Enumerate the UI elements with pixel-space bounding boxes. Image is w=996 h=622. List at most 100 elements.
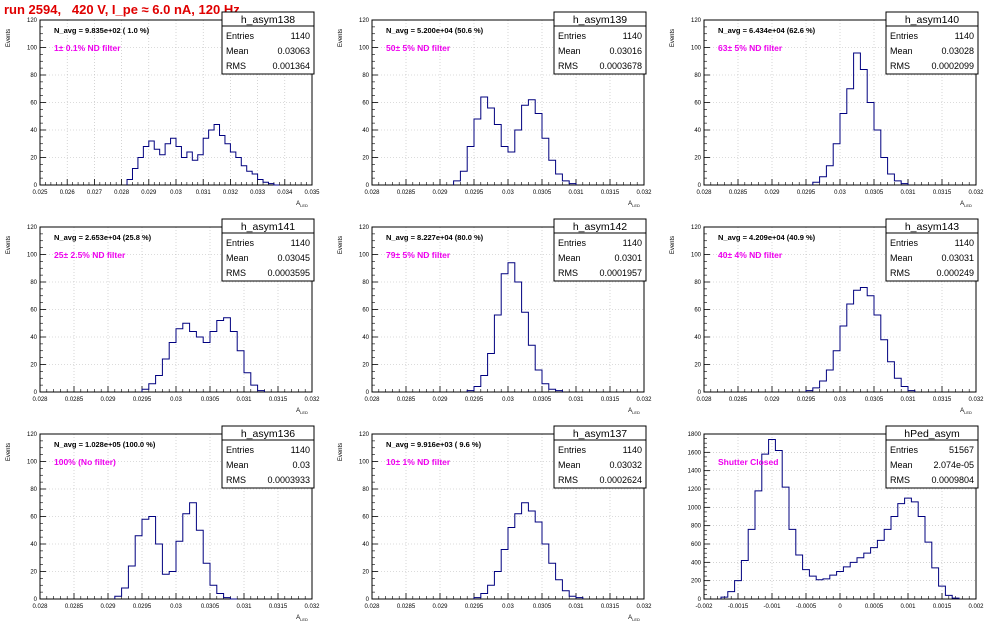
y-tick-label: 0 — [34, 183, 38, 189]
x-tick-label: 0.0295 — [797, 397, 816, 403]
histogram-bin — [251, 385, 258, 392]
x-tick-label: 0.032 — [304, 604, 320, 610]
histogram-svg: 0.028 0.0285 0.029 0.0295 0.03 0.0305 0.031 0.0… — [6, 218, 320, 415]
rms-value: 0.000249 — [936, 268, 974, 278]
histogram-bin — [169, 343, 176, 393]
x-axis-label-main: A — [296, 615, 300, 621]
y-tick-label: 20 — [694, 363, 701, 369]
y-tick-label: 120 — [27, 432, 38, 438]
histogram-bin — [190, 332, 197, 393]
stats-box-frame — [221, 425, 315, 489]
histogram-bin — [162, 574, 169, 599]
x-tick-label: 0.028 — [32, 604, 48, 610]
histogram-bin — [782, 487, 789, 599]
histogram-bin — [556, 580, 563, 599]
x-axis-label-main: A — [296, 201, 300, 207]
histogram-bin — [488, 354, 495, 393]
histogram-panel-h_asym137: 0.028 0.0285 0.029 0.0295 0.03 0.0305 0.031 0.0… — [332, 414, 664, 622]
histogram-svg: 0.025 0.026 0.027 0.028 0.029 0.03 0.031 0.032 0… — [6, 11, 320, 208]
histogram-bin — [823, 579, 830, 599]
navg-label: N_avg = 9.835e+02 ( 1.0 %) — [54, 26, 150, 35]
rms-value: 0.0003678 — [599, 61, 642, 71]
y-tick-label: 60 — [30, 308, 37, 314]
mean-label: Mean — [558, 460, 581, 470]
histogram-outline — [805, 287, 916, 392]
x-tick-label: 0.031 — [900, 190, 916, 196]
histogram-name: h_asym136 — [241, 428, 295, 440]
histogram-bin — [162, 359, 169, 392]
y-tick-label: 60 — [362, 308, 369, 314]
y-tick-label: 80 — [362, 280, 369, 286]
rms-value: 0.0009804 — [931, 475, 974, 485]
histogram-bin — [220, 136, 225, 186]
y-tick-label: 20 — [362, 156, 369, 162]
x-tick-label: 0.0315 — [601, 190, 620, 196]
histogram-bin — [840, 326, 847, 392]
entries-value: 1140 — [623, 445, 642, 455]
x-tick-label: 0.032 — [968, 397, 984, 403]
y-tick-label: 80 — [30, 280, 37, 286]
y-tick-label: 100 — [691, 253, 702, 259]
y-tick-label: 400 — [691, 560, 702, 566]
y-tick-label: 20 — [694, 156, 701, 162]
rms-value: 0.0002099 — [931, 61, 974, 71]
histogram-bin — [244, 373, 251, 392]
y-axis-label: Events — [670, 236, 676, 254]
y-tick-label: 60 — [362, 515, 369, 521]
x-tick-label: 0.033 — [250, 190, 266, 196]
histogram-bin — [258, 180, 263, 186]
histogram-bin — [488, 108, 495, 185]
filter-label: 1± 0.1% ND filter — [54, 43, 121, 53]
x-tick-label: -0.001 — [763, 604, 781, 610]
x-axis-label-sub: LED — [632, 617, 640, 622]
histogram-bin — [210, 585, 217, 599]
x-tick-label: 0.0305 — [865, 397, 884, 403]
histogram-bin — [149, 384, 156, 392]
x-tick-label: 0.03 — [170, 604, 182, 610]
histogram-bin — [542, 138, 549, 185]
mean-value: 0.03016 — [609, 46, 642, 56]
x-axis-label-sub: LED — [300, 410, 308, 415]
histogram-bin — [122, 588, 129, 599]
histogram-panel-h_asym142: 0.028 0.0285 0.029 0.0295 0.03 0.0305 0.031 0.0… — [332, 207, 664, 415]
x-tick-label: 0.0295 — [465, 397, 484, 403]
entries-value: 1140 — [955, 31, 974, 41]
x-tick-label: 0.0315 — [269, 604, 288, 610]
histogram-bin — [830, 575, 837, 599]
x-tick-label: 0.028 — [364, 397, 380, 403]
histogram-bin — [918, 517, 925, 600]
x-tick-label: 0.0285 — [397, 604, 416, 610]
x-tick-label: 0.002 — [968, 604, 984, 610]
histogram-outline — [473, 502, 584, 599]
stats-box-frame — [885, 11, 979, 75]
x-tick-label: 0.028 — [32, 397, 48, 403]
stats-box-frame — [885, 425, 979, 489]
mean-value: 0.03032 — [609, 460, 642, 470]
histogram-bin — [826, 370, 833, 392]
x-tick-label: 0.028 — [696, 397, 712, 403]
histogram-bin — [843, 567, 850, 599]
x-tick-label: 0.03 — [502, 604, 514, 610]
y-tick-label: 100 — [27, 253, 38, 259]
histogram-bin — [775, 451, 782, 600]
x-tick-label: 0.029 — [100, 397, 116, 403]
x-axis-label-sub: LED — [632, 203, 640, 208]
histogram-name: h_asym139 — [573, 14, 627, 26]
x-tick-label: 0.001 — [900, 604, 916, 610]
y-tick-label: 40 — [694, 335, 701, 341]
y-axis-label: Events — [338, 443, 344, 461]
rms-value: 0.001364 — [272, 61, 310, 71]
stats-box: h_asym142 Entries 1140 Mean 0.0301 RMS 0.00019… — [553, 218, 647, 282]
histogram-bin — [515, 514, 522, 599]
x-tick-label: 0.03 — [834, 397, 846, 403]
y-tick-label: 0 — [34, 597, 38, 603]
x-tick-label: 0.029 — [764, 190, 780, 196]
mean-label: Mean — [890, 460, 913, 470]
histogram-bin — [203, 563, 210, 599]
histogram-bin — [833, 144, 840, 185]
mean-label: Mean — [558, 253, 581, 263]
x-tick-label: 0.0285 — [397, 190, 416, 196]
x-tick-label: 0.028 — [114, 190, 130, 196]
histogram-svg: 0.028 0.0285 0.029 0.0295 0.03 0.0305 0.031 0.0… — [338, 425, 652, 622]
y-tick-label: 1000 — [688, 505, 702, 511]
